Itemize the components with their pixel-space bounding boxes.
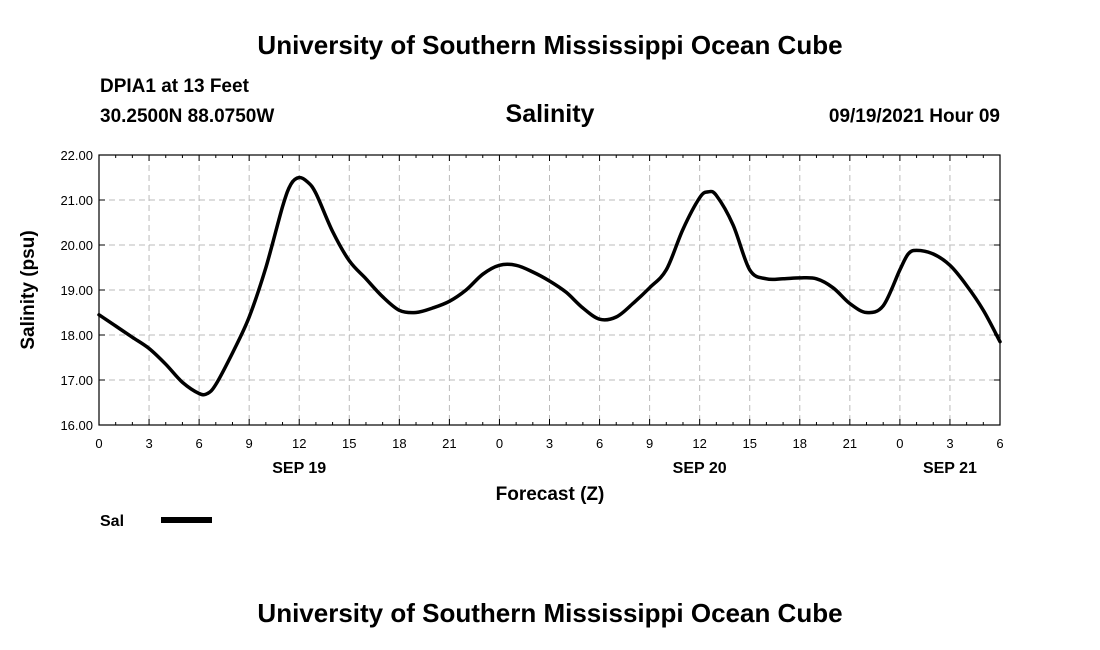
y-tick-label: 22.00 [60, 148, 93, 163]
date-label: SEP 19 [272, 460, 326, 477]
x-tick-label: 3 [145, 436, 152, 451]
x-tick-label: 6 [195, 436, 202, 451]
y-tick-label: 17.00 [60, 373, 93, 388]
legend-label-sal: Sal [100, 513, 124, 530]
chart-grid [99, 155, 1000, 425]
y-tick-label: 19.00 [60, 283, 93, 298]
x-tick-label: 18 [392, 436, 406, 451]
series-layer [97, 175, 1002, 397]
x-tick-label: 12 [292, 436, 306, 451]
x-tick-label: 0 [896, 436, 903, 451]
x-axis-label: Forecast (Z) [496, 484, 605, 505]
y-tick-label: 18.00 [60, 328, 93, 343]
x-tick-label: 3 [946, 436, 953, 451]
series-line-sal [97, 175, 1002, 397]
x-tick-label: 0 [95, 436, 102, 451]
y-tick-label: 20.00 [60, 238, 93, 253]
station-coordinates: 30.2500N 88.0750W [100, 106, 275, 127]
x-tick-label: 15 [342, 436, 356, 451]
date-label: SEP 20 [673, 460, 727, 477]
date-label: SEP 21 [923, 460, 977, 477]
y-axis-label: Salinity (psu) [18, 230, 39, 349]
x-tick-label: 6 [596, 436, 603, 451]
x-tick-label: 0 [496, 436, 503, 451]
x-tick-label: 21 [442, 436, 456, 451]
x-tick-label: 3 [546, 436, 553, 451]
x-tick-label: 9 [646, 436, 653, 451]
x-tick-label: 21 [843, 436, 857, 451]
x-tick-label: 6 [996, 436, 1003, 451]
legend: Sal [100, 513, 212, 530]
x-tick-label: 18 [793, 436, 807, 451]
forecast-timestamp: 09/19/2021 Hour 09 [828, 106, 1000, 127]
x-tick-label: 15 [742, 436, 756, 451]
page-bottom-title: University of Southern Mississippi Ocean… [257, 598, 843, 628]
x-tick-label: 9 [246, 436, 253, 451]
page-top-title: University of Southern Mississippi Ocean… [257, 30, 843, 60]
y-tick-label: 21.00 [60, 193, 93, 208]
x-tick-label: 12 [692, 436, 706, 451]
station-label: DPIA1 at 13 Feet [100, 76, 249, 97]
y-tick-label: 16.00 [60, 418, 93, 433]
axis-ticks: 16.00 17.00 18.00 19.00 20.00 21.00 22.00 0 3 6 9 1… [60, 148, 1003, 477]
chart-title: Salinity [505, 100, 595, 128]
